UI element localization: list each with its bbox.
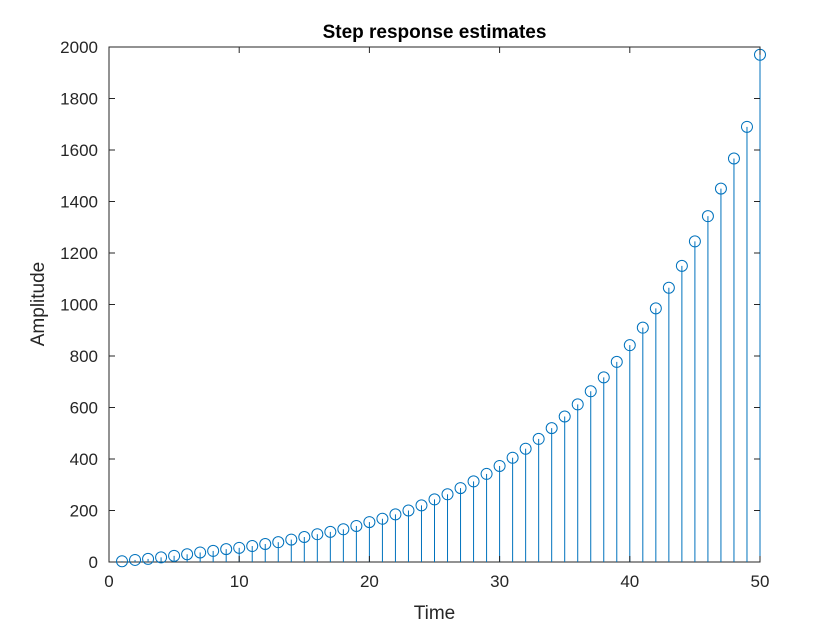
stem-marker [402, 504, 415, 517]
stem-marker [649, 302, 662, 315]
stem-marker [740, 120, 753, 133]
stem-marker [584, 385, 597, 398]
stem-marker [454, 482, 467, 495]
stem-marker [688, 235, 701, 248]
y-tick-label: 400 [70, 450, 98, 469]
markers-group [116, 48, 766, 568]
stems-group [121, 54, 761, 562]
stem-marker [493, 459, 506, 472]
stem-marker [519, 442, 532, 455]
stem-marker [363, 516, 376, 529]
y-tick-label: 1800 [60, 90, 98, 109]
stem-marker [623, 339, 636, 352]
stem-marker [662, 281, 675, 294]
stem-marker [272, 536, 285, 549]
stem-marker [597, 371, 610, 384]
stem-marker [298, 531, 311, 544]
y-tick-label: 200 [70, 502, 98, 521]
stem-marker [480, 467, 493, 480]
stem-marker [727, 152, 740, 165]
stem-marker [558, 410, 571, 423]
x-ticks-group: 0 10 20 30 40 50 [104, 47, 769, 591]
y-tick-label: 800 [70, 347, 98, 366]
y-tick-label: 600 [70, 399, 98, 418]
stem-marker [675, 259, 688, 272]
stem-marker [233, 541, 246, 554]
stem-marker [415, 499, 428, 512]
plot-area [108, 46, 761, 563]
x-axis-label: Time [414, 603, 456, 624]
stem-marker [545, 422, 558, 435]
stem-marker [350, 519, 363, 532]
y-ticks-group: 0 200 400 600 800 1000 1200 1400 1600 1800 2000 [60, 38, 760, 572]
y-tick-label: 1200 [60, 244, 98, 263]
stem-marker [337, 523, 350, 536]
stem-marker [441, 488, 454, 501]
stem-marker [142, 552, 155, 565]
y-tick-label: 1000 [60, 296, 98, 315]
stem-marker [467, 475, 480, 488]
y-tick-label: 1400 [60, 193, 98, 212]
stem-marker [714, 182, 727, 195]
stem-marker [246, 540, 259, 553]
stem-marker [428, 493, 441, 506]
stem-marker [571, 398, 584, 411]
x-tick-label: 40 [620, 572, 639, 591]
x-tick-label: 20 [360, 572, 379, 591]
stem-marker [129, 553, 142, 566]
stem-marker [168, 549, 181, 562]
stem-marker [220, 543, 233, 556]
stem-marker [506, 451, 519, 464]
stem-marker [610, 355, 623, 368]
x-tick-label: 0 [104, 572, 113, 591]
stem-marker [532, 432, 545, 445]
stem-marker [181, 548, 194, 561]
x-tick-label: 30 [490, 572, 509, 591]
stem-marker [636, 321, 649, 334]
y-tick-label: 1600 [60, 141, 98, 160]
stem-marker [324, 525, 337, 538]
stem-marker [376, 512, 389, 525]
y-tick-label: 2000 [60, 38, 98, 57]
stem-marker [155, 551, 168, 564]
chart-title: Step response estimates [323, 22, 547, 43]
stem-marker [311, 528, 324, 541]
x-tick-label: 50 [751, 572, 770, 591]
y-tick-label: 0 [89, 553, 98, 572]
stem-marker [194, 546, 207, 559]
stem-marker [116, 555, 129, 568]
stem-marker [701, 210, 714, 223]
stem-marker [285, 533, 298, 546]
x-tick-label: 10 [230, 572, 249, 591]
stem-marker [259, 537, 272, 550]
stem-marker [207, 544, 220, 557]
y-axis-label: Amplitude [28, 262, 49, 347]
stem-marker [389, 508, 402, 521]
